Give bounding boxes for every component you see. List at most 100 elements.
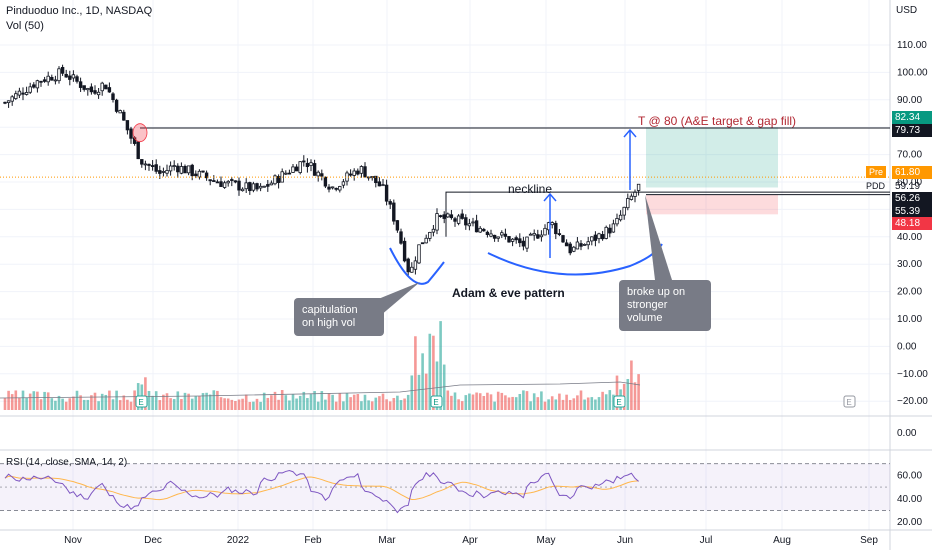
candle-body — [374, 175, 378, 184]
volume-bar — [601, 391, 604, 410]
candle-body — [24, 92, 29, 95]
candle-body — [442, 214, 446, 219]
candle-body — [392, 202, 396, 222]
position-zones — [646, 127, 778, 215]
candle-body — [287, 172, 292, 175]
rsi-ma-line — [4, 475, 639, 501]
x-tick-label: Apr — [462, 535, 478, 546]
price-tag-55: 55.39 — [892, 205, 932, 218]
candle-body — [179, 166, 184, 174]
volume-bar — [324, 399, 327, 410]
volume-bar — [536, 397, 540, 410]
candle-body — [636, 183, 641, 191]
y-tick-label: 60.00 — [897, 177, 922, 188]
earnings-letter: E — [616, 398, 621, 407]
volume-bar — [583, 399, 586, 410]
volume-bar — [144, 377, 147, 410]
rsi-tick-label: 20.00 — [897, 517, 922, 528]
candle-body — [345, 172, 349, 182]
volume-bar — [306, 398, 309, 410]
candle-body — [482, 228, 486, 232]
volume-bar — [198, 396, 201, 410]
candle-body — [586, 241, 590, 246]
candle-body — [3, 101, 7, 104]
volume-bar — [327, 393, 331, 410]
candle-body — [237, 180, 241, 191]
candle-body — [474, 220, 479, 233]
candle-body — [514, 237, 518, 241]
candle-body — [298, 161, 302, 173]
candle-body — [302, 160, 306, 163]
y-tick-label: −10.00 — [897, 369, 928, 380]
neckline-arrowhead — [543, 192, 557, 202]
volume-bar — [50, 398, 54, 410]
y-tick-label: 70.00 — [897, 150, 922, 161]
candle-body — [446, 213, 450, 218]
volume-bar — [25, 397, 28, 410]
price-tag-48: 48.18 — [892, 217, 932, 230]
volume-bar — [147, 391, 151, 410]
candle-body — [60, 67, 65, 74]
candle-body — [327, 186, 331, 190]
volume-bar — [75, 390, 79, 410]
volume-bar — [252, 401, 255, 410]
volume-bar — [414, 336, 417, 410]
symbol-legend[interactable]: Pinduoduo Inc., 1D, NASDAQ — [6, 5, 153, 17]
volume-bar — [529, 401, 532, 410]
y-tick-label: 0.00 — [897, 341, 917, 352]
candle-body — [39, 80, 43, 83]
volume-bar — [550, 396, 554, 410]
volume-bar — [457, 399, 460, 410]
candle-body — [417, 244, 421, 264]
volume-bar — [108, 390, 111, 410]
candle-body — [525, 236, 529, 249]
candle-body — [449, 214, 454, 219]
candle-body — [309, 162, 313, 166]
volume-bar — [162, 394, 165, 410]
candle-body — [384, 184, 389, 202]
volume-bar — [626, 378, 630, 410]
candle-body — [150, 165, 155, 167]
volume-bar — [511, 396, 514, 410]
volume-bar — [302, 391, 306, 410]
candle-body — [147, 163, 151, 166]
candle-body — [492, 234, 497, 239]
candle-body — [561, 235, 565, 243]
price-tag-56: 56.26 — [892, 192, 932, 205]
volume-legend[interactable]: Vol (50) — [6, 20, 44, 32]
volume-bar — [165, 393, 169, 410]
volume-bar — [342, 401, 345, 410]
candle-body — [158, 170, 162, 174]
volume-bar — [540, 391, 543, 410]
volume-bar — [54, 400, 57, 410]
y-tick-label: 100.00 — [897, 67, 928, 78]
candle-body — [510, 238, 515, 242]
volume-bar — [230, 399, 234, 410]
time-axis[interactable]: Nov Dec 2022 Feb Mar Apr May Jun Jul Aug Sep — [64, 535, 878, 546]
volume-bar — [615, 375, 619, 410]
candle-body — [273, 175, 277, 185]
candle-body — [50, 76, 54, 81]
candle-body — [500, 232, 504, 236]
volume-bar — [313, 391, 316, 410]
rsi-legend[interactable]: RSI (14, close, SMA, 14, 2) — [6, 457, 128, 468]
gap-marker — [132, 123, 148, 143]
volume-bar — [500, 392, 504, 410]
volume-bar — [450, 395, 453, 410]
volume-bar — [349, 397, 352, 410]
candle-body — [323, 176, 328, 187]
candle-body — [240, 188, 245, 192]
candle-body — [104, 84, 108, 90]
volume-bar — [435, 361, 439, 410]
callout-breakout: broke up on stronger volume — [619, 280, 711, 331]
volume-bar — [586, 397, 590, 410]
candle-body — [518, 238, 522, 244]
premarket-price: 61.80 — [892, 166, 932, 179]
volume-bar — [122, 395, 126, 410]
volume-bar — [468, 393, 471, 410]
candle-body — [532, 233, 536, 236]
candle-body — [46, 75, 50, 83]
candle-body — [582, 243, 587, 246]
volume-bar — [237, 399, 241, 410]
volume-bar — [43, 391, 46, 410]
